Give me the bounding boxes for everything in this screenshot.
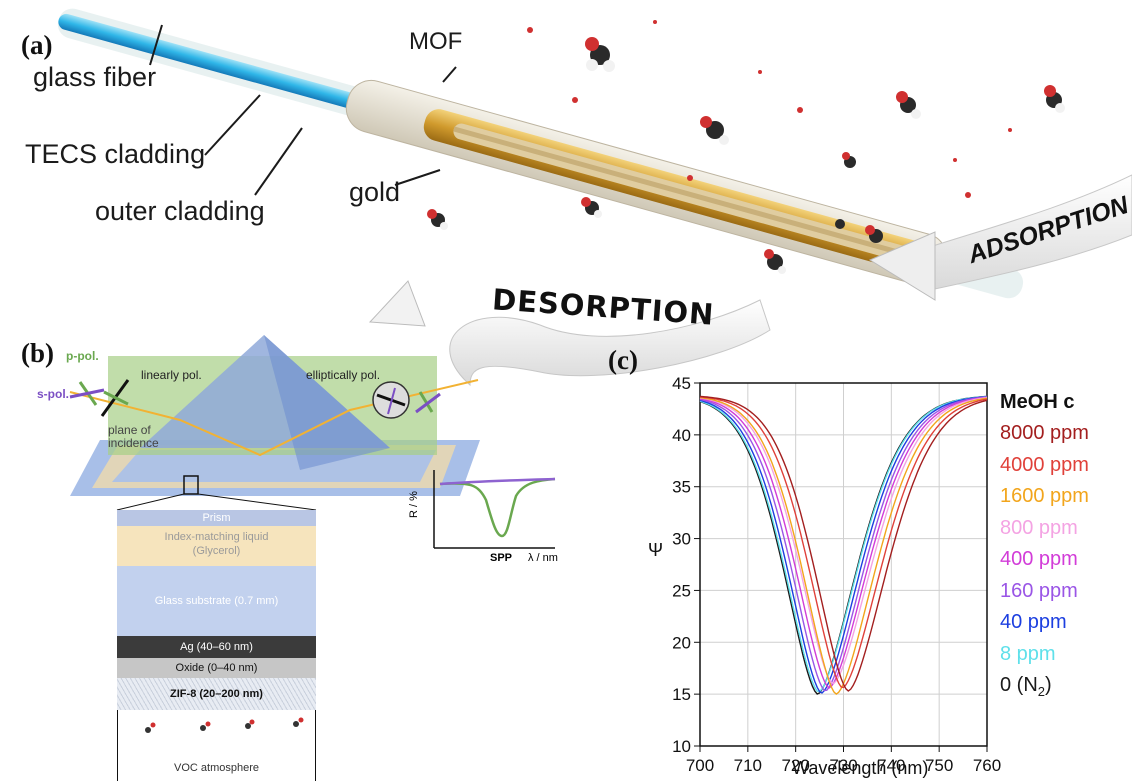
tecs-cladding-label: TECS cladding [25,139,206,169]
layer-index-matching: Index-matching liquid (Glycerol) [117,526,316,566]
leader-lines [149,24,457,196]
legend-entry: 160 ppm [1000,579,1078,602]
y-tick-label: 25 [672,581,691,600]
legend-entry: 40 ppm [1000,611,1067,633]
y-tick-label: 35 [672,478,691,497]
layer-ag: Ag (40–60 nm) [117,636,316,658]
series-line [699,396,988,689]
panel-a-label: (a) [21,30,53,60]
legend-entry: 8000 ppm [1000,422,1089,444]
legend-entry: 4000 ppm [1000,453,1089,476]
y-tick-label: 15 [672,685,691,704]
panel-c-label: (c) [608,345,638,375]
linearly-pol-label: linearly pol. [141,368,202,382]
series-line [699,395,988,692]
inset-xlabel: λ / nm [528,552,558,564]
voc-molecules [145,717,304,733]
x-tick-label: 760 [973,756,1001,775]
glass-fiber-label: glass fiber [33,62,157,92]
series-line [699,396,988,692]
chart-ylabel: Ψ [648,540,664,560]
x-tick-label: 740 [877,756,905,775]
x-tick-label: 750 [925,756,953,775]
series-line [699,396,988,689]
y-tick-label: 30 [672,530,691,549]
legend-title: MeOH c [1000,391,1075,413]
series-line [699,395,988,693]
series-line [699,396,988,694]
series-line [699,397,988,685]
chart-xlabel: Wavelength (nm) [792,758,929,778]
inset-spp-label: SPP [490,552,513,564]
legend-entry: 1600 ppm [1000,485,1089,507]
layer-prism: Prism [117,510,316,526]
y-tick-label: 20 [672,633,691,652]
gold-label: gold [349,177,401,207]
x-tick-label: 710 [734,756,762,775]
layer-glass-substrate: Glass substrate (0.7 mm) [117,566,316,636]
outer-cladding-label: outer cladding [95,196,265,226]
legend-entry: 800 ppm [1000,516,1078,539]
s-pol-label: s-pol. [37,387,69,401]
legend-entry: 8 ppm [1000,642,1056,665]
molecules [427,20,1065,274]
x-tick-label: 730 [829,756,857,775]
layer-oxide: Oxide (0–40 nm) [117,658,316,678]
p-pol-label: p-pol. [66,349,99,363]
mof-label: MOF [409,28,463,55]
plane-of-incidence-label: plane of incidence [108,423,159,450]
panel-b-label: (b) [21,338,54,368]
y-tick-label: 10 [672,737,691,756]
layer-voc: VOC atmosphere [117,710,316,781]
y-tick-label: 40 [672,426,691,445]
legend-entry: 400 ppm [1000,548,1078,570]
adsorption-ribbon [904,174,1132,291]
legend-entry: 0 (N2) [1000,674,1052,699]
x-tick-label: 720 [781,756,809,775]
y-tick-label: 45 [672,374,691,393]
elliptically-pol-label: elliptically pol. [306,368,381,382]
layer-zif8: ZIF-8 (20–200 nm) [117,678,316,710]
desorption-ribbon [449,299,771,387]
x-tick-label: 700 [686,756,714,775]
spp-inset-plot [433,470,556,549]
